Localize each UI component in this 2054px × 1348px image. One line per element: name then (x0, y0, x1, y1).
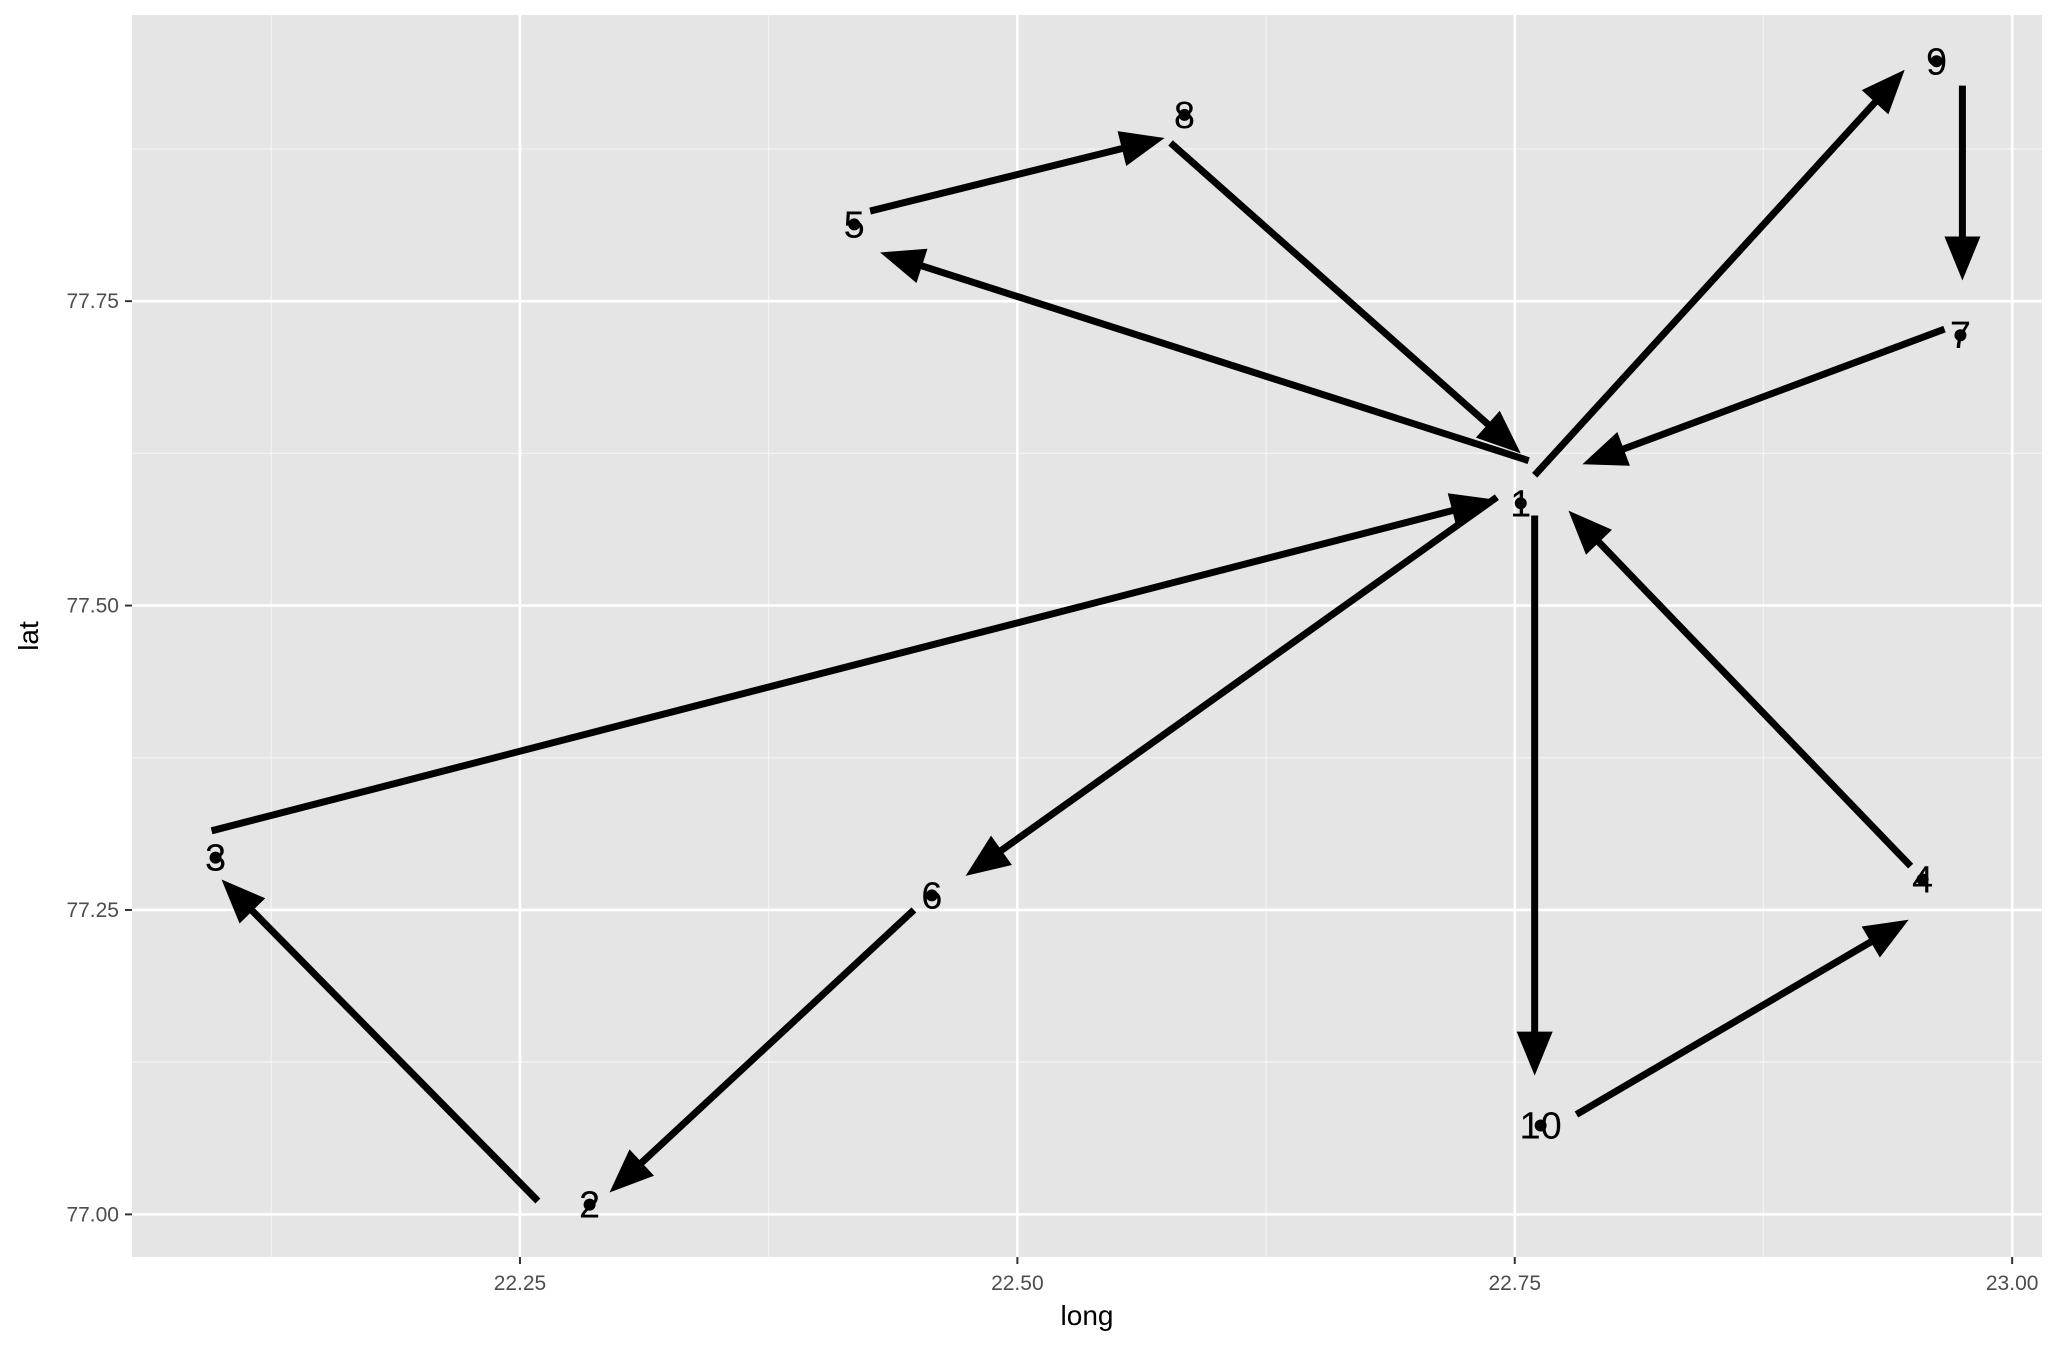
major-gridlines (132, 15, 2042, 1257)
data-point (848, 218, 861, 231)
data-point (925, 889, 938, 902)
arrow-head (609, 1149, 654, 1193)
data-point (583, 1198, 596, 1211)
y-axis-title: lat (13, 621, 44, 651)
arrow (609, 907, 917, 1193)
data-point (1178, 108, 1191, 121)
x-tick-labels: 22.25 22.50 22.75 23.00 (494, 1272, 2039, 1295)
arrow-shaft (997, 494, 1499, 855)
point-label: 8 (1174, 95, 1195, 137)
arrow (1944, 85, 1981, 281)
arrow-shaft (919, 261, 1530, 464)
y-tick-labels: 77.00 77.25 77.50 77.75 (66, 290, 119, 1226)
arrow-shaft (869, 144, 1125, 215)
arrow-shaft (1595, 538, 1914, 869)
arrow-shaft (1620, 325, 1946, 453)
y-tick-label: 77.75 (66, 290, 119, 313)
arrow-shaft (1574, 937, 1875, 1118)
y-tick-label: 77.50 (66, 595, 119, 618)
point-label: 3 (205, 838, 226, 880)
x-tick-label: 23.00 (1986, 1272, 2039, 1295)
x-tick-label: 22.50 (991, 1272, 1044, 1295)
data-point (1916, 873, 1929, 886)
arrow (965, 494, 1499, 876)
arrow (1574, 919, 1909, 1118)
arrow (1582, 325, 1946, 466)
data-point (209, 851, 222, 864)
arrow (869, 131, 1165, 215)
data-point (1514, 497, 1527, 510)
arrow-head (1861, 69, 1905, 115)
arrow-head (221, 879, 266, 924)
arrow (221, 879, 541, 1204)
arrow-head (1475, 410, 1521, 454)
arrow-head (880, 248, 928, 284)
arrow (1516, 515, 1553, 1076)
arrow-layer (210, 69, 1981, 1204)
arrow-shaft (1168, 140, 1492, 429)
arrow-head (1447, 493, 1495, 529)
arrow (210, 493, 1495, 835)
x-tick-label: 22.25 (494, 1272, 547, 1295)
arrow (1568, 510, 1914, 869)
data-point (1954, 329, 1967, 342)
arrow-head (1944, 236, 1981, 281)
point-label: 2 (579, 1185, 600, 1227)
point-label: 4 (1912, 860, 1933, 902)
point-label: 9 (1926, 41, 1947, 83)
arrow-shaft (637, 907, 917, 1167)
data-point (1534, 1119, 1547, 1132)
arrow-head (1568, 510, 1612, 555)
arrow-shaft (210, 506, 1456, 835)
arrow-shaft (1532, 98, 1879, 478)
arrow (1532, 69, 1905, 478)
arrow-head (1582, 432, 1630, 466)
point-label: 6 (921, 875, 942, 917)
point-label: 5 (844, 204, 865, 246)
point-label: 1 (1510, 483, 1531, 525)
plot-panel (132, 15, 2042, 1257)
y-tick-label: 77.00 (66, 1203, 119, 1226)
arrow (880, 248, 1530, 464)
axis-ticks (125, 300, 2014, 1264)
point-label-layer: 1 2 3 4 5 6 7 8 9 10 (205, 41, 1971, 1226)
y-tick-label: 77.25 (66, 899, 119, 922)
data-point (1930, 55, 1943, 68)
point-layer (209, 55, 1967, 1211)
arrow (1168, 140, 1521, 454)
arrow-head (965, 835, 1012, 876)
arrow-head (1516, 1031, 1553, 1076)
point-label: 7 (1950, 315, 1971, 357)
arrow-head (1861, 919, 1909, 958)
x-tick-label: 22.75 (1488, 1272, 1541, 1295)
arrow-head (1117, 131, 1165, 167)
arrow-shaft (248, 907, 541, 1204)
x-axis-title: long (1061, 1300, 1114, 1331)
point-label: 10 (1519, 1105, 1561, 1147)
